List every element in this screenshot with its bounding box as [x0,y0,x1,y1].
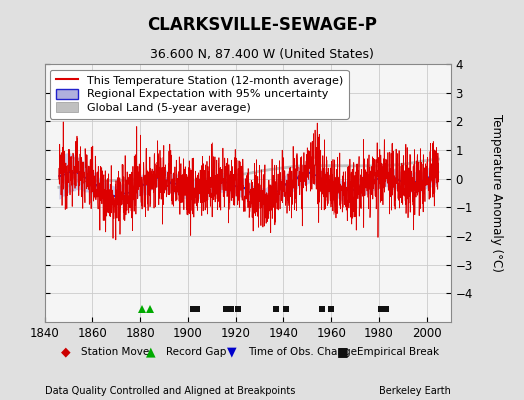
Text: Record Gap: Record Gap [167,347,227,357]
Text: ▼: ▼ [227,346,237,358]
Legend: This Temperature Station (12-month average), Regional Expectation with 95% uncer: This Temperature Station (12-month avera… [50,70,348,118]
Text: Berkeley Earth: Berkeley Earth [379,386,451,396]
Text: CLARKSVILLE-SEWAGE-P: CLARKSVILLE-SEWAGE-P [147,16,377,34]
Text: Time of Obs. Change: Time of Obs. Change [247,347,357,357]
Text: Station Move: Station Move [81,347,149,357]
Y-axis label: Temperature Anomaly (°C): Temperature Anomaly (°C) [489,114,503,272]
Text: ◆: ◆ [61,346,70,358]
Text: Empirical Break: Empirical Break [357,347,439,357]
Text: ▲: ▲ [146,346,156,358]
Text: ■: ■ [337,346,348,358]
Text: Data Quality Controlled and Aligned at Breakpoints: Data Quality Controlled and Aligned at B… [45,386,295,396]
Text: 36.600 N, 87.400 W (United States): 36.600 N, 87.400 W (United States) [150,48,374,61]
